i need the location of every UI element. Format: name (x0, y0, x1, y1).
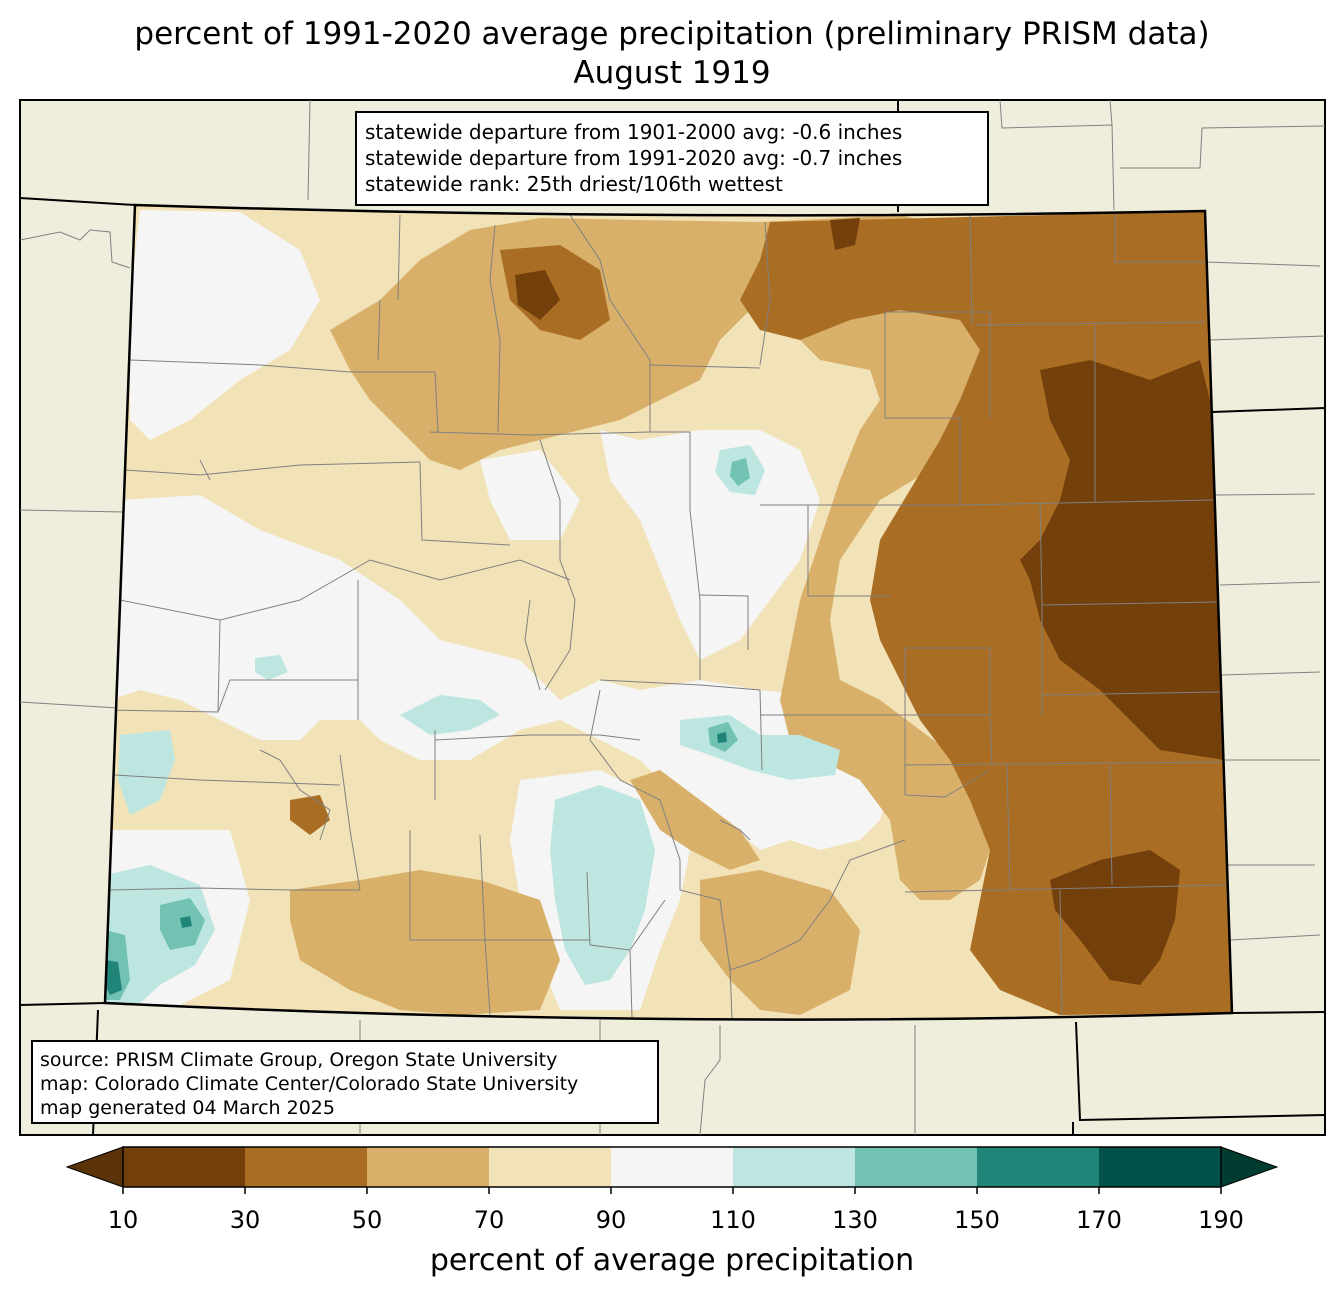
precip-zone-130-150 (730, 458, 750, 486)
colorbar-segment (367, 1147, 490, 1187)
colorbar-tick-label: 90 (595, 1206, 627, 1234)
precip-zone-30-50 (290, 795, 330, 835)
colorbar-segment (1099, 1147, 1222, 1187)
neighbor-state-borders (19, 1002, 106, 1006)
statewide-stats-box: statewide departure from 1901-2000 avg: … (355, 111, 989, 206)
colorbar-segment (611, 1147, 734, 1187)
map-subtitle-date: August 1919 (573, 55, 771, 91)
precip-zone-110-130 (255, 655, 288, 680)
colorbar-tick-label: 10 (107, 1206, 139, 1234)
precip-zone-90-110 (130, 210, 320, 440)
colorbar-segment (123, 1147, 246, 1187)
precip-zone-110-130 (118, 730, 175, 815)
precip-zone-90-110 (480, 450, 580, 540)
colorado-border (103, 203, 1234, 1021)
map-title: percent of 1991-2020 average precipitati… (134, 16, 1210, 52)
colorbar-tick-label: 150 (954, 1206, 1000, 1234)
colorbar-tick-label: 70 (473, 1206, 505, 1234)
colorbar-tick-label: 50 (351, 1206, 383, 1234)
neighbor-state-borders (1231, 1011, 1326, 1014)
colorbar-tick-label: 130 (832, 1206, 878, 1234)
colorbar-segment (855, 1147, 978, 1187)
colorbar-tick-label: 190 (1198, 1206, 1244, 1234)
precip-zone-50-70 (290, 870, 560, 1015)
source-credit-line: source: PRISM Climate Group, Oregon Stat… (40, 1049, 558, 1071)
colorbar-outline (122, 1146, 1222, 1188)
precip-zone-150-170 (180, 916, 192, 928)
precip-zone-90-110 (110, 495, 900, 850)
precip-zone-10-30 (1020, 360, 1225, 760)
precip-zone-110-130 (550, 785, 655, 985)
precip-zone-10-30 (830, 218, 860, 250)
colorbar-under-arrow (65, 1146, 124, 1188)
stats-rank: statewide rank: 25th driest/106th wettes… (365, 172, 783, 196)
stats-departure-1901-2000: statewide departure from 1901-2000 avg: … (365, 120, 903, 144)
colorbar-segment (245, 1147, 368, 1187)
precip-zone-110-130 (400, 695, 500, 735)
precip-zone-90-110 (600, 430, 820, 660)
precip-zone-50-70 (700, 870, 860, 1015)
precip-zone-150-170 (717, 732, 727, 743)
colorbar-segment (489, 1147, 612, 1187)
colorbar-tick-label: 30 (229, 1206, 261, 1234)
generated-date-line: map generated 04 March 2025 (40, 1097, 335, 1119)
source-credit-box: source: PRISM Climate Group, Oregon Stat… (31, 1040, 659, 1124)
precip-zone-50-70 (330, 218, 760, 470)
colorbar-over-arrow (1220, 1146, 1279, 1188)
map-credit-line: map: Colorado Climate Center/Colorado St… (40, 1073, 579, 1095)
county-borders (109, 212, 1229, 1020)
precip-zone-10-30 (1050, 850, 1180, 985)
colorbar-segment (977, 1147, 1100, 1187)
stats-departure-1991-2020: statewide departure from 1991-2020 avg: … (365, 146, 903, 170)
precip-zone-10-30 (515, 270, 560, 320)
colorbar-segments (123, 1147, 1222, 1187)
colorbar-label: percent of average precipitation (429, 1243, 915, 1278)
precip-zone-150-170 (105, 960, 122, 995)
colorbar-segment (733, 1147, 856, 1187)
precip-zone-50-70 (760, 215, 1010, 900)
colorbar-tick-marks (122, 1187, 1222, 1194)
precipitation-map (19, 99, 1326, 1136)
colorbar-tick-label: 110 (710, 1206, 756, 1234)
precip-zone-50-70 (630, 770, 760, 870)
neighbor-borders (19, 99, 1326, 1136)
colorado-precip-field (105, 205, 1232, 1020)
colorbar-tick-label: 170 (1076, 1206, 1122, 1234)
